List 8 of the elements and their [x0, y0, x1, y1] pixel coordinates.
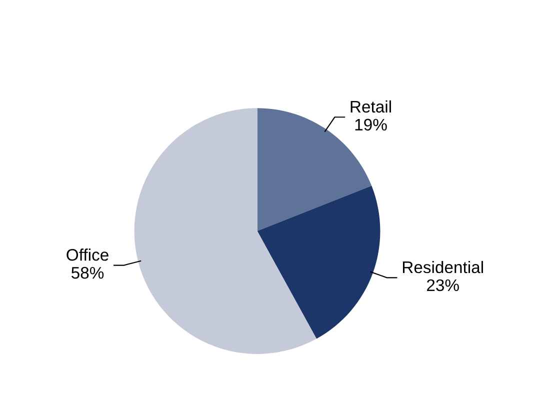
data-label: 58%	[72, 266, 104, 279]
slice-label: Retail	[350, 100, 391, 113]
slice-label: Office	[66, 248, 108, 261]
data-label: 23%	[427, 279, 459, 292]
pie-slice	[257, 186, 380, 339]
data-label: 19%	[355, 118, 387, 131]
pie-slice	[134, 108, 317, 354]
slice-label: Residential	[402, 260, 483, 274]
